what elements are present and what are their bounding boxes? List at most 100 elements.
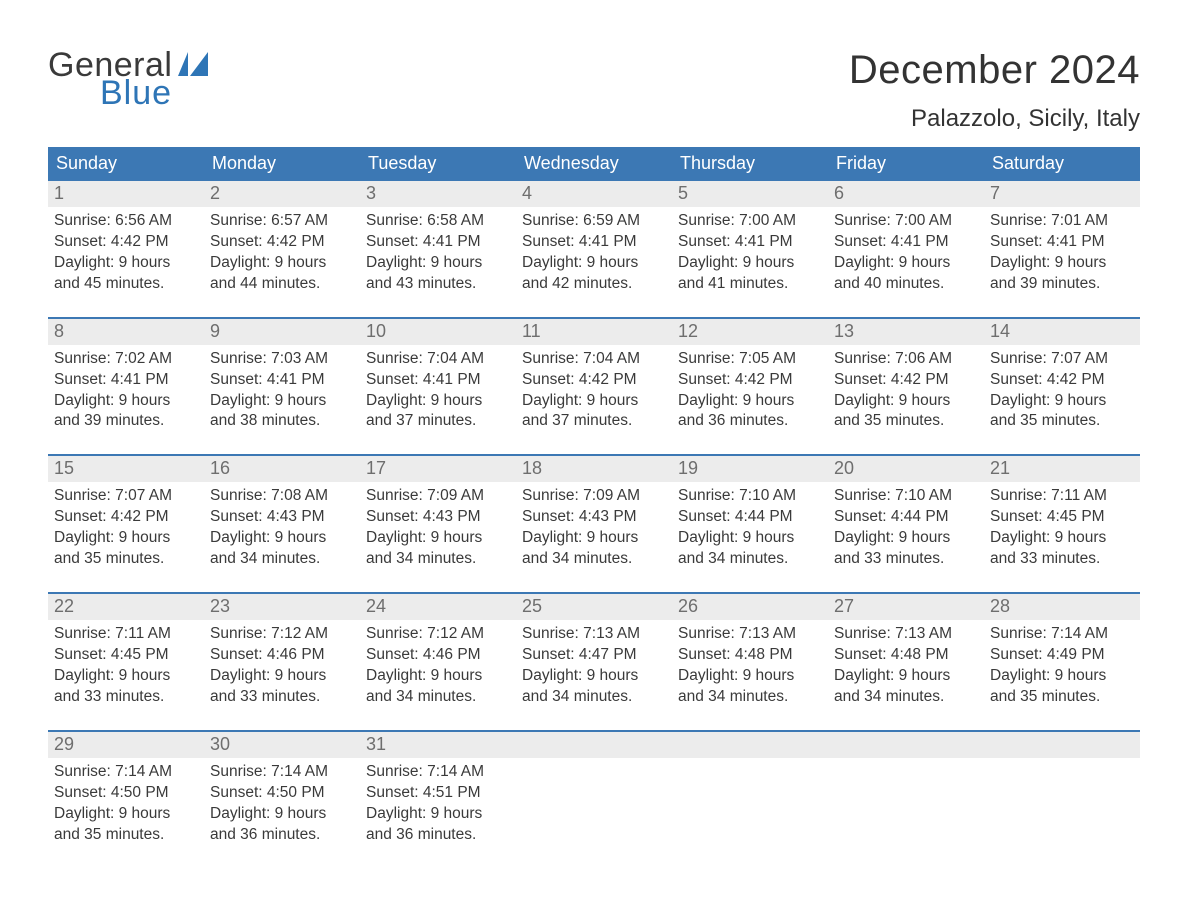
sunrise-text: Sunrise: 7:14 AM [54, 762, 198, 783]
day-body: Sunrise: 7:09 AMSunset: 4:43 PMDaylight:… [516, 482, 672, 578]
location-subtitle: Palazzolo, Sicily, Italy [849, 105, 1140, 133]
sunset-text: Sunset: 4:41 PM [366, 370, 510, 391]
day-cell: 12Sunrise: 7:05 AMSunset: 4:42 PMDayligh… [672, 319, 828, 441]
day-number-bar: 15 [48, 456, 204, 482]
sunset-text: Sunset: 4:41 PM [522, 232, 666, 253]
day-number-bar: . [672, 732, 828, 758]
daylight-text: and 33 minutes. [834, 549, 978, 570]
day-cell: 7 Sunrise: 7:01 AMSunset: 4:41 PMDaylight… [984, 181, 1140, 303]
daylight-text: Daylight: 9 hours [678, 391, 822, 412]
sunrise-text: Sunrise: 7:12 AM [210, 624, 354, 645]
day-cell: 8Sunrise: 7:02 AMSunset: 4:41 PMDaylight… [48, 319, 204, 441]
day-number-bar: 21 [984, 456, 1140, 482]
day-cell: 26Sunrise: 7:13 AMSunset: 4:48 PMDayligh… [672, 594, 828, 716]
day-body: Sunrise: 7:08 AMSunset: 4:43 PMDaylight:… [204, 482, 360, 578]
sunrise-text: Sunrise: 7:05 AM [678, 349, 822, 370]
sunset-text: Sunset: 4:41 PM [990, 232, 1134, 253]
sunset-text: Sunset: 4:42 PM [678, 370, 822, 391]
day-body: Sunrise: 7:07 AMSunset: 4:42 PMDaylight:… [984, 345, 1140, 441]
sunset-text: Sunset: 4:42 PM [990, 370, 1134, 391]
daylight-text: Daylight: 9 hours [522, 528, 666, 549]
day-number: 7 [990, 183, 1000, 203]
day-body: Sunrise: 7:13 AMSunset: 4:48 PMDaylight:… [672, 620, 828, 716]
daylight-text: Daylight: 9 hours [990, 253, 1134, 274]
day-cell: 13Sunrise: 7:06 AMSunset: 4:42 PMDayligh… [828, 319, 984, 441]
day-number: 31 [366, 734, 386, 754]
sunrise-text: Sunrise: 7:04 AM [522, 349, 666, 370]
day-number: 21 [990, 458, 1010, 478]
day-number: 13 [834, 321, 854, 341]
day-body: Sunrise: 7:10 AMSunset: 4:44 PMDaylight:… [828, 482, 984, 578]
day-cell: 16Sunrise: 7:08 AMSunset: 4:43 PMDayligh… [204, 456, 360, 578]
day-body: Sunrise: 7:00 AMSunset: 4:41 PMDaylight:… [828, 207, 984, 303]
day-cell: 6Sunrise: 7:00 AMSunset: 4:41 PMDaylight… [828, 181, 984, 303]
flag-icon [178, 52, 212, 76]
daylight-text: Daylight: 9 hours [990, 528, 1134, 549]
day-number-bar: 22 [48, 594, 204, 620]
day-number-bar: 9 [204, 319, 360, 345]
day-cell: . [984, 732, 1140, 854]
sunrise-text: Sunrise: 7:13 AM [522, 624, 666, 645]
daylight-text: Daylight: 9 hours [54, 528, 198, 549]
daylight-text: Daylight: 9 hours [834, 528, 978, 549]
sunset-text: Sunset: 4:50 PM [54, 783, 198, 804]
daylight-text: Daylight: 9 hours [834, 253, 978, 274]
sunrise-text: Sunrise: 7:10 AM [678, 486, 822, 507]
daylight-text: and 36 minutes. [366, 825, 510, 846]
day-cell: 5Sunrise: 7:00 AMSunset: 4:41 PMDaylight… [672, 181, 828, 303]
day-number-bar: 3 [360, 181, 516, 207]
sunrise-text: Sunrise: 7:02 AM [54, 349, 198, 370]
day-body: Sunrise: 7:10 AMSunset: 4:44 PMDaylight:… [672, 482, 828, 578]
day-cell: . [672, 732, 828, 854]
day-number-bar: 23 [204, 594, 360, 620]
sunset-text: Sunset: 4:43 PM [366, 507, 510, 528]
sunset-text: Sunset: 4:41 PM [54, 370, 198, 391]
sunrise-text: Sunrise: 7:08 AM [210, 486, 354, 507]
daylight-text: Daylight: 9 hours [366, 528, 510, 549]
daylight-text: and 34 minutes. [678, 549, 822, 570]
daylight-text: and 35 minutes. [990, 687, 1134, 708]
day-cell: . [828, 732, 984, 854]
sunrise-text: Sunrise: 7:11 AM [990, 486, 1134, 507]
daylight-text: Daylight: 9 hours [678, 528, 822, 549]
day-cell: 9Sunrise: 7:03 AMSunset: 4:41 PMDaylight… [204, 319, 360, 441]
day-cell: 2Sunrise: 6:57 AMSunset: 4:42 PMDaylight… [204, 181, 360, 303]
brand-word2: Blue [100, 76, 212, 110]
daylight-text: and 34 minutes. [366, 687, 510, 708]
daylight-text: Daylight: 9 hours [366, 804, 510, 825]
day-number-bar: . [984, 732, 1140, 758]
sunset-text: Sunset: 4:44 PM [678, 507, 822, 528]
sunrise-text: Sunrise: 7:09 AM [366, 486, 510, 507]
daylight-text: Daylight: 9 hours [210, 253, 354, 274]
sunset-text: Sunset: 4:48 PM [678, 645, 822, 666]
day-number-bar: 2 [204, 181, 360, 207]
day-number: 1 [54, 183, 64, 203]
day-number: 8 [54, 321, 64, 341]
day-body: Sunrise: 6:58 AMSunset: 4:41 PMDaylight:… [360, 207, 516, 303]
daylight-text: Daylight: 9 hours [834, 391, 978, 412]
daylight-text: and 45 minutes. [54, 274, 198, 295]
day-cell: . [516, 732, 672, 854]
calendar-week-row: 22Sunrise: 7:11 AMSunset: 4:45 PMDayligh… [48, 592, 1140, 716]
sunrise-text: Sunrise: 7:01 AM [990, 211, 1134, 232]
daylight-text: Daylight: 9 hours [522, 253, 666, 274]
daylight-text: and 36 minutes. [678, 411, 822, 432]
day-number-bar: 25 [516, 594, 672, 620]
weekday-header: Wednesday [516, 147, 672, 181]
sunrise-text: Sunrise: 7:07 AM [990, 349, 1134, 370]
daylight-text: Daylight: 9 hours [990, 391, 1134, 412]
day-number-bar: 17 [360, 456, 516, 482]
day-cell: 17 Sunrise: 7:09 AMSunset: 4:43 PMDayligh… [360, 456, 516, 578]
day-number-bar: 1 [48, 181, 204, 207]
day-number: 19 [678, 458, 698, 478]
sunrise-text: Sunrise: 7:14 AM [990, 624, 1134, 645]
sunset-text: Sunset: 4:42 PM [54, 232, 198, 253]
daylight-text: and 33 minutes. [990, 549, 1134, 570]
day-number-bar: 27 [828, 594, 984, 620]
sunrise-text: Sunrise: 7:00 AM [834, 211, 978, 232]
daylight-text: Daylight: 9 hours [366, 391, 510, 412]
day-body: Sunrise: 7:12 AMSunset: 4:46 PMDaylight:… [360, 620, 516, 716]
daylight-text: Daylight: 9 hours [366, 253, 510, 274]
sunset-text: Sunset: 4:41 PM [366, 232, 510, 253]
sunrise-text: Sunrise: 7:06 AM [834, 349, 978, 370]
